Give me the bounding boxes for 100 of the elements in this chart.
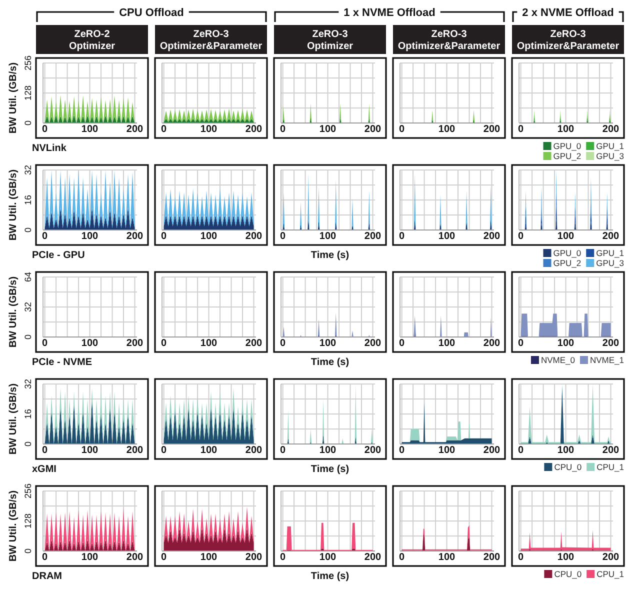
x-tick-label: 200 [364, 338, 382, 350]
x-tick-label: 100 [438, 552, 456, 564]
y-axis-title: BW Util. (GB/s) [8, 62, 19, 134]
legend-label: NVME_0 [540, 355, 576, 365]
x-tick-label: 0 [518, 338, 524, 350]
x-tick-label: 0 [399, 124, 406, 136]
x-tick-label: 100 [557, 338, 575, 350]
y-tick-label: 128 [23, 85, 33, 101]
x-tick-label: 200 [602, 445, 620, 456]
y-tick-label: 0 [23, 334, 33, 340]
x-tick-label: 100 [81, 231, 99, 242]
x-tick-label: 200 [602, 338, 620, 350]
x-tick-label: 100 [319, 231, 337, 242]
text: DRAM [32, 571, 62, 582]
x-tick-label: 200 [483, 124, 501, 136]
legend-label: GPU_0 [553, 141, 582, 151]
x-tick-label: 0 [42, 552, 48, 564]
x-tick-label: 100 [557, 552, 575, 564]
x-tick-label: 0 [161, 552, 168, 564]
chart-title: ZeRO-3 Optimizer&Parameter [398, 29, 500, 52]
legend-label: GPU_2 [553, 151, 582, 161]
x-tick-label: 200 [483, 552, 501, 564]
legend-label: GPU_0 [553, 248, 582, 258]
x-tick-label: 100 [438, 445, 456, 456]
x-tick-label: 200 [483, 231, 501, 242]
chart-title: ZeRO-3 Optimizer&Parameter [160, 29, 262, 52]
x-tick-label: 100 [319, 445, 337, 456]
y-axis-title: BW Util. (GB/s) [8, 169, 19, 241]
x-tick-label: 0 [161, 445, 168, 456]
legend-label: GPU_3 [596, 258, 624, 268]
x-tick-label: 200 [364, 124, 382, 136]
x-tick-label: 200 [483, 445, 501, 456]
x-tick-label: 200 [245, 338, 263, 350]
x-tick-label: 0 [280, 124, 286, 136]
y-tick-label: 0 [23, 441, 33, 447]
y-tick-label: 256 [23, 55, 33, 71]
x-tick-label: 0 [280, 231, 286, 242]
text: PCIe - GPU [32, 250, 85, 261]
x-tick-label: 200 [126, 445, 144, 456]
x-tick-label: 200 [126, 124, 144, 136]
x-tick-label: 100 [200, 552, 218, 564]
y-tick-label: 0 [23, 227, 33, 233]
x-tick-label: 200 [483, 338, 501, 350]
x-tick-label: 200 [602, 231, 620, 242]
x-tick-label: 0 [42, 231, 48, 242]
legend-label: CPU_1 [596, 462, 624, 472]
x-tick-label: 0 [280, 445, 286, 456]
x-tick-label: 100 [319, 338, 337, 350]
x-axis-title: Time (s) [310, 250, 350, 261]
x-tick-label: 200 [126, 231, 144, 242]
chart-subtitle: 1 x NVME Offload [344, 7, 436, 19]
y-tick-label: 32 [23, 302, 33, 312]
x-tick-label: 200 [245, 231, 263, 242]
y-tick-label: 0 [23, 120, 33, 126]
legend-label: CPU_0 [554, 569, 582, 579]
x-axis-title: Time (s) [310, 571, 350, 582]
x-tick-label: 100 [438, 231, 456, 242]
y-axis-title: BW Util. (GB/s) [8, 276, 19, 348]
x-tick-label: 100 [81, 445, 99, 456]
legend-label: CPU_0 [554, 462, 582, 472]
x-axis-title: Time (s) [310, 464, 350, 475]
y-tick-label: 16 [23, 194, 33, 206]
x-tick-label: 100 [200, 445, 218, 456]
y-tick-label: 128 [23, 513, 33, 529]
x-tick-label: 0 [280, 338, 286, 350]
x-tick-label: 100 [557, 124, 575, 136]
y-tick-label: 32 [23, 164, 33, 176]
x-tick-label: 0 [42, 124, 48, 136]
x-tick-label: 0 [161, 231, 168, 242]
text: NVLink [32, 143, 67, 154]
x-tick-label: 100 [200, 231, 218, 242]
legend-label: CPU_1 [596, 569, 624, 579]
y-tick-label: 32 [23, 378, 33, 390]
chart-title: ZeRO-3 Optimizer&Parameter [516, 29, 620, 52]
x-tick-label: 0 [518, 231, 524, 242]
x-tick-label: 200 [364, 445, 382, 456]
x-tick-label: 0 [518, 552, 524, 564]
x-tick-label: 100 [319, 552, 337, 564]
y-tick-label: 64 [23, 272, 33, 282]
y-tick-label: 16 [23, 408, 33, 420]
x-tick-label: 200 [126, 338, 144, 350]
y-tick-label: 256 [23, 483, 33, 499]
x-tick-label: 200 [245, 552, 263, 564]
x-tick-label: 0 [399, 445, 406, 456]
chart-subtitle: CPU Offload [119, 7, 184, 19]
text: PCIe - NVME [32, 357, 92, 368]
x-tick-label: 100 [81, 338, 99, 350]
x-tick-label: 200 [364, 231, 382, 242]
x-tick-label: 200 [126, 552, 144, 564]
x-tick-label: 100 [200, 338, 218, 350]
x-tick-label: 200 [602, 552, 620, 564]
x-tick-label: 100 [438, 338, 456, 350]
x-tick-label: 0 [280, 552, 286, 564]
x-tick-label: 100 [319, 124, 337, 136]
x-tick-label: 0 [399, 552, 406, 564]
legend-label: GPU_2 [553, 258, 582, 268]
x-tick-label: 200 [602, 124, 620, 136]
x-tick-label: 0 [399, 338, 406, 350]
x-tick-label: 0 [161, 338, 168, 350]
x-axis-title: Time (s) [310, 357, 350, 368]
